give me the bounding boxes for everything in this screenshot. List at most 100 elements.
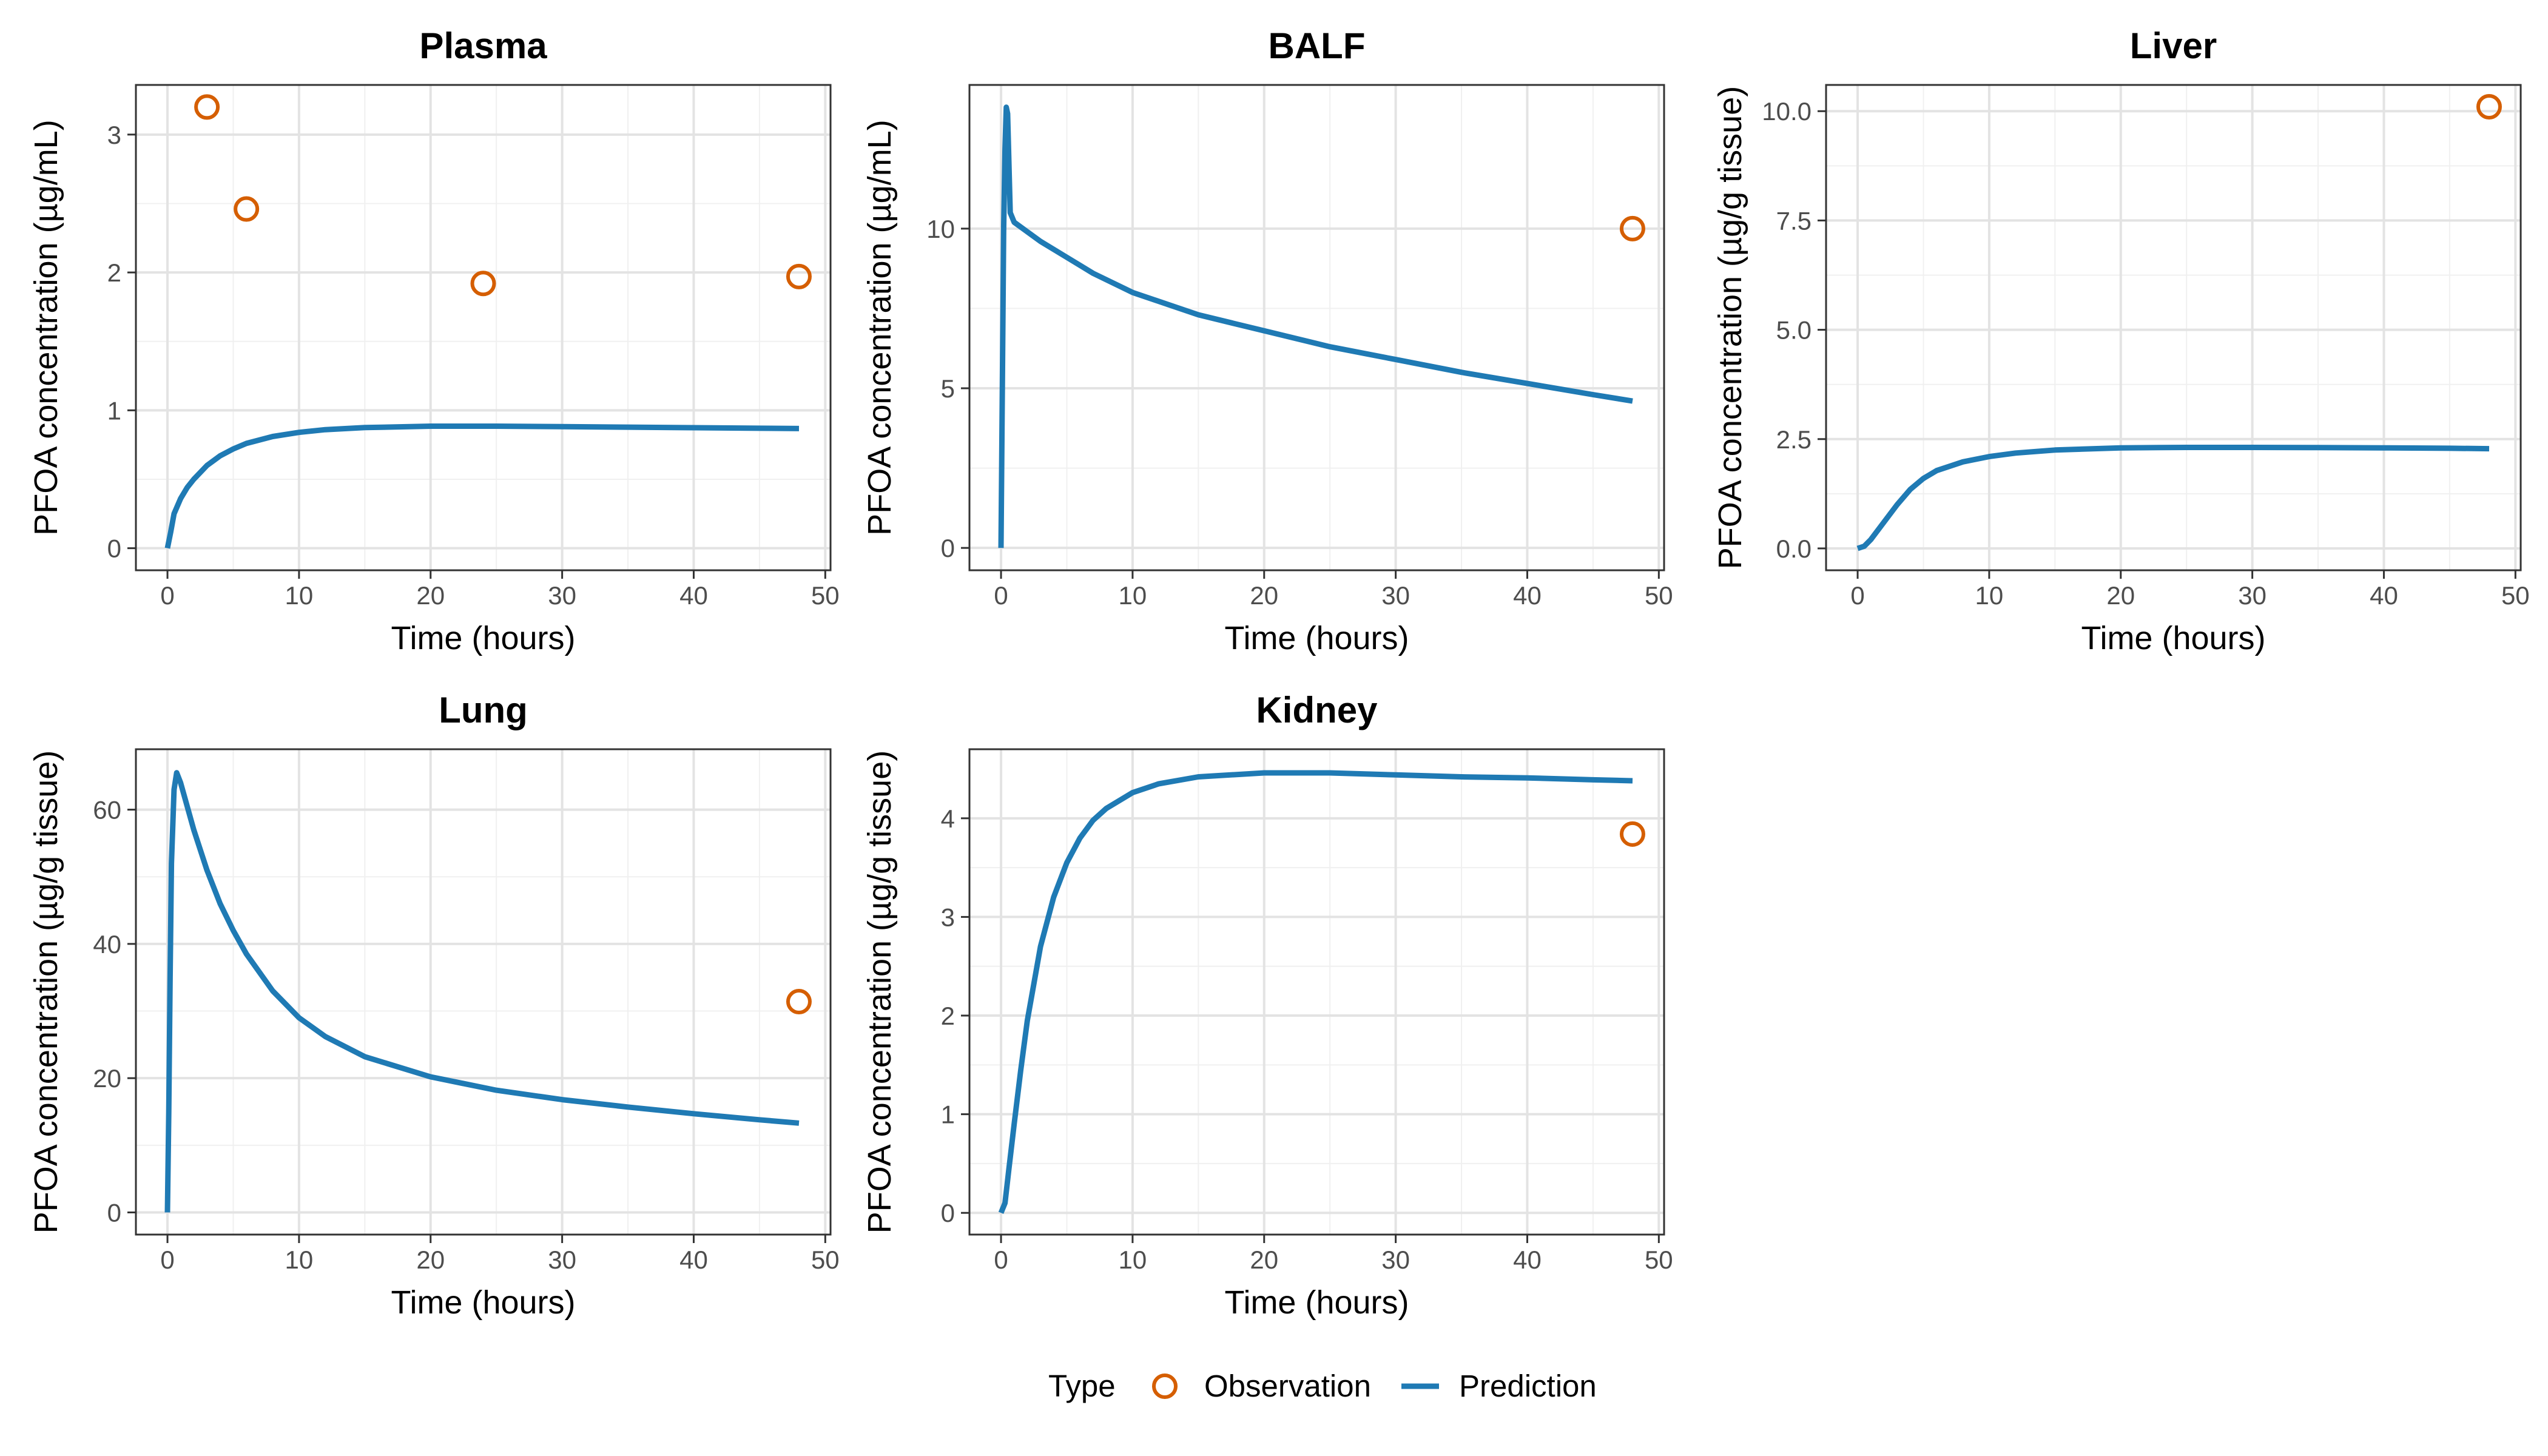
y-tick-label: 0 [107, 1198, 121, 1227]
y-tick-label: 0 [107, 534, 121, 563]
x-tick-label: 30 [1381, 581, 1410, 610]
observation-point [234, 196, 260, 222]
panel-title: Lung [439, 690, 528, 730]
panel-balf: 0 10 20 30 40 50 0 5 10 BALF Time (hours) PFOA conc… [861, 25, 1673, 656]
x-tick-label: 0 [160, 1245, 174, 1274]
observation-point [194, 94, 220, 120]
y-tick-label: 3 [107, 121, 121, 149]
panel-border [968, 748, 1665, 1236]
y-tick-label: 10.0 [1762, 97, 1812, 126]
prediction-line [164, 770, 800, 1213]
panel-lung: 0 10 20 30 40 50 0 20 40 60 Lung Time (hours) PFOA c… [28, 690, 840, 1321]
panel-border [135, 748, 832, 1236]
observation-point [786, 989, 812, 1015]
x-tick-label: 10 [1119, 1245, 1147, 1274]
x-tick-label: 50 [811, 581, 840, 610]
y-tick-label: 7.5 [1776, 206, 1812, 235]
observation-point [786, 263, 812, 289]
panel-border [1825, 84, 2522, 571]
panel-title: Liver [2130, 25, 2217, 66]
x-tick-label: 30 [548, 581, 576, 610]
prediction-line [998, 104, 1633, 548]
x-tick-label: 40 [2370, 581, 2398, 610]
x-tick-label: 20 [2106, 581, 2135, 610]
x-tick-label: 30 [548, 1245, 576, 1274]
legend: Type Observation Prediction [1048, 1369, 1597, 1403]
y-tick-label: 5.0 [1776, 316, 1812, 345]
y-axis-title: PFOA concentration (µg/g tissue) [28, 750, 64, 1233]
x-axis-title: Time (hours) [1224, 1284, 1409, 1321]
x-tick-label: 20 [1250, 581, 1278, 610]
x-tick-label: 10 [285, 581, 314, 610]
legend-title: Type [1048, 1369, 1116, 1403]
y-tick-label: 1 [107, 396, 121, 425]
x-tick-label: 0 [994, 1245, 1008, 1274]
prediction-line [998, 770, 1633, 1214]
observation-point [1619, 215, 1645, 241]
panel-liver: 0 10 20 30 40 50 0.0 2.5 5.0 7.5 10.0 Liver Time (ho… [1712, 25, 2530, 656]
legend-observation-label: Observation [1204, 1369, 1371, 1403]
x-tick-label: 30 [1381, 1245, 1410, 1274]
panel-border [135, 84, 832, 571]
legend-observation-key [1152, 1373, 1178, 1399]
x-tick-label: 50 [1645, 581, 1673, 610]
x-tick-label: 40 [1513, 581, 1542, 610]
x-tick-label: 50 [2501, 581, 2530, 610]
prediction-line [1856, 445, 2490, 551]
x-tick-label: 20 [416, 1245, 445, 1274]
x-tick-label: 0 [160, 581, 174, 610]
y-axis-title: PFOA concentration (µg/mL) [861, 120, 898, 535]
observation-point [470, 271, 496, 297]
x-tick-label: 50 [1645, 1245, 1673, 1274]
x-tick-label: 10 [1119, 581, 1147, 610]
panel-title: Plasma [419, 25, 547, 66]
x-tick-label: 0 [994, 581, 1008, 610]
y-tick-label: 5 [941, 374, 955, 403]
x-tick-label: 40 [679, 581, 708, 610]
x-tick-label: 10 [285, 1245, 314, 1274]
x-tick-label: 10 [1975, 581, 2004, 610]
prediction-line [164, 423, 800, 549]
x-axis-title: Time (hours) [2081, 620, 2265, 656]
y-tick-label: 2 [107, 258, 121, 287]
x-tick-label: 50 [811, 1245, 840, 1274]
y-tick-label: 2.5 [1776, 425, 1812, 454]
y-tick-label: 0.0 [1776, 534, 1812, 563]
y-tick-label: 10 [926, 215, 955, 243]
x-tick-label: 40 [1513, 1245, 1542, 1274]
y-tick-label: 0 [941, 1199, 955, 1227]
x-axis-title: Time (hours) [391, 620, 575, 656]
y-tick-label: 1 [941, 1100, 955, 1129]
y-tick-label: 3 [941, 903, 955, 931]
y-axis-title: PFOA concentration (µg/mL) [28, 120, 64, 535]
y-tick-label: 40 [93, 930, 121, 959]
plot-background [1826, 85, 2521, 570]
y-tick-label: 2 [941, 1002, 955, 1030]
plot-background [969, 85, 1664, 570]
panel-kidney: 0 10 20 30 40 50 0 1 2 3 4 Kidney Time (hours) PFOA c… [861, 690, 1673, 1321]
panel-title: Kidney [1256, 690, 1378, 730]
panel-border [968, 84, 1665, 571]
y-axis-title: PFOA concentration (µg/g tissue) [1712, 86, 1748, 569]
plot-background [136, 749, 831, 1235]
y-tick-label: 60 [93, 796, 121, 824]
x-tick-label: 20 [1250, 1245, 1278, 1274]
y-tick-label: 0 [941, 534, 955, 562]
x-tick-label: 0 [1850, 581, 1864, 610]
observation-point [1619, 821, 1645, 847]
x-axis-title: Time (hours) [391, 1284, 575, 1321]
panel-plasma: 0 10 20 30 40 50 0 1 2 3 Plasma Time (hours) PFOA co… [28, 25, 840, 656]
y-tick-label: 20 [93, 1064, 121, 1093]
y-tick-label: 4 [941, 804, 955, 833]
plot-background [969, 749, 1664, 1235]
y-axis-title: PFOA concentration (µg/g tissue) [861, 750, 898, 1233]
legend-prediction-label: Prediction [1459, 1369, 1597, 1403]
observation-point [2476, 94, 2502, 120]
plot-background [136, 85, 831, 570]
x-tick-label: 30 [2238, 581, 2267, 610]
x-tick-label: 20 [416, 581, 445, 610]
x-axis-title: Time (hours) [1224, 620, 1409, 656]
x-tick-label: 40 [679, 1245, 708, 1274]
